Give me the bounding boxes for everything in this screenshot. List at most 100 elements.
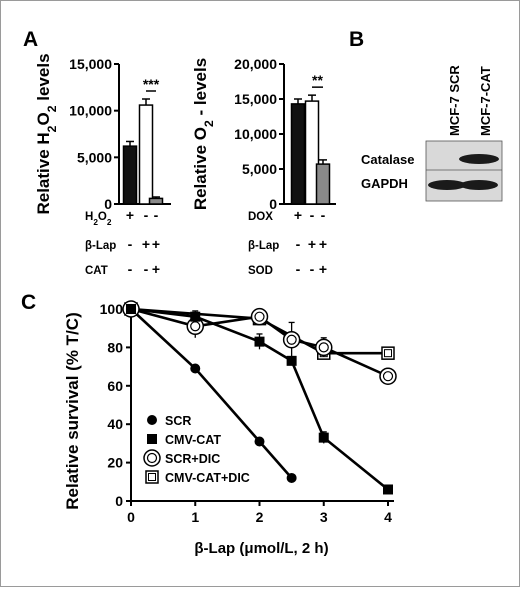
condition-sign: - [310, 207, 315, 223]
blot-column-cat: MCF-7-CAT [478, 66, 493, 136]
blot-membrane [425, 140, 503, 202]
x-tick-label: 1 [191, 509, 199, 525]
data-point [126, 304, 136, 314]
y-axis-label: Relative survival (% T/C) [63, 312, 82, 509]
condition-label: SOD [248, 265, 273, 277]
y-tick-label: 15,000 [234, 91, 277, 107]
panel-c-label: C [21, 291, 36, 314]
blot-column-scr: MCF-7 SCR [447, 65, 462, 136]
x-tick-label: 4 [384, 509, 392, 525]
condition-sign: - [296, 236, 301, 252]
bar [138, 104, 154, 205]
series-line-scr [130, 308, 293, 479]
condition-sign: + [308, 236, 316, 252]
condition-sign: + [152, 236, 160, 252]
bar [315, 163, 331, 205]
condition-sign: + [152, 261, 160, 277]
condition-sign: + [142, 236, 150, 252]
y-tick-label: 10,000 [69, 103, 112, 119]
x-tick-label: 3 [320, 509, 328, 525]
y-tick-label: 0 [269, 196, 277, 212]
legend-marker [143, 449, 161, 467]
legend-label: SCR+DIC [165, 452, 220, 466]
y-tick-label: 5,000 [77, 149, 112, 165]
data-point-inner [254, 311, 265, 322]
y-axis-label: Relative O2 - levels [191, 58, 216, 210]
significance-label: ** [312, 72, 323, 88]
panel-b-label: B [349, 28, 364, 51]
data-point [254, 436, 265, 447]
data-point [383, 484, 393, 495]
x-tick-label: 2 [256, 509, 264, 525]
y-tick-label: 0 [115, 493, 123, 509]
bar [148, 197, 164, 205]
legend-label: CMV-CAT [165, 433, 221, 447]
gapdh-band-scr [428, 180, 466, 190]
condition-label: DOX [248, 211, 273, 223]
condition-label: β-Lap [248, 240, 279, 252]
gapdh-band-cat [460, 180, 498, 190]
western-blot: MCF-7 SCR MCF-7-CAT Catalase GAPDH [361, 65, 503, 202]
y-tick-label: 100 [100, 301, 124, 317]
panel-a-label: A [23, 28, 38, 51]
condition-sign: + [319, 236, 327, 252]
bar [290, 103, 306, 205]
data-point [190, 363, 201, 374]
condition-sign: - [128, 261, 133, 277]
significance-label: *** [143, 76, 160, 92]
condition-sign: - [128, 236, 133, 252]
y-tick-label: 20,000 [234, 56, 277, 72]
series-line-cmv-cat [130, 307, 389, 491]
legend-marker-inner [146, 452, 158, 464]
condition-sign: - [321, 207, 326, 223]
blot-row-catalase: Catalase [361, 152, 414, 167]
series-line-scr-dic [130, 307, 389, 378]
data-point [318, 432, 329, 443]
data-point [254, 336, 265, 347]
y-tick-label: 80 [107, 339, 123, 355]
survival-line-chart: 0 20 40 60 80 100 0 1 2 3 4 Relative survival (% T/… [63, 300, 397, 557]
legend-marker-inner [148, 473, 156, 481]
data-point [250, 307, 269, 326]
condition-sign: - [144, 207, 149, 223]
data-point-inner [286, 334, 297, 345]
condition-sign: - [144, 261, 149, 277]
data-point-inner [318, 342, 329, 353]
condition-sign: + [319, 261, 327, 277]
y-tick-label: 10,000 [234, 126, 277, 142]
blot-row-gapdh: GAPDH [361, 176, 408, 191]
x-axis-label: β-Lap (μmol/L, 2 h) [194, 540, 328, 557]
legend-marker [147, 434, 157, 444]
y-axis-label: Relative H2O2 levels [34, 53, 59, 214]
h2o2-bar-chart: 0 5,000 10,000 15,000 Relative H2O2 levels **… [34, 53, 171, 277]
condition-sign: - [310, 261, 315, 277]
y-tick-label: 20 [107, 455, 123, 471]
data-point [286, 472, 297, 483]
y-tick-label: 15,000 [69, 56, 112, 72]
data-point [381, 346, 395, 360]
superoxide-bar-chart: 0 5,000 10,000 15,000 20,000 Relative O2 - le… [191, 56, 336, 277]
y-tick-label: 0 [104, 196, 112, 212]
legend-label: SCR [165, 414, 191, 428]
y-tick-label: 5,000 [242, 161, 277, 177]
legend-marker [147, 415, 157, 425]
condition-sign: - [296, 261, 301, 277]
data-point-inner [382, 371, 394, 382]
condition-label: β-Lap [85, 240, 116, 252]
condition-sign: - [154, 207, 159, 223]
x-tick-label: 0 [127, 509, 135, 525]
y-tick-label: 40 [107, 416, 123, 432]
condition-label: H2O2 [85, 211, 112, 227]
y-tick-label: 60 [107, 378, 123, 394]
data-point [282, 330, 301, 349]
data-point-inner [384, 349, 392, 358]
condition-sign: + [294, 207, 302, 223]
data-point [190, 311, 201, 322]
data-point [379, 367, 397, 385]
catalase-band [459, 154, 499, 164]
bar [122, 145, 138, 205]
data-point [315, 338, 333, 357]
condition-sign: + [126, 207, 134, 223]
